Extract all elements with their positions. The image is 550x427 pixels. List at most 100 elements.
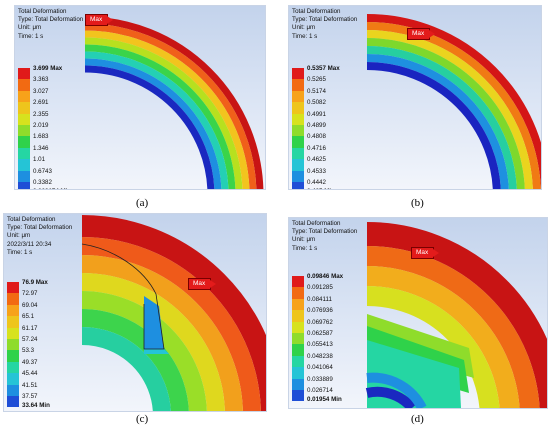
result-type: Type: Total Deformation xyxy=(292,16,358,24)
legend-label: 69.04 xyxy=(22,301,38,309)
legend-label: 57.24 xyxy=(22,335,38,343)
legend-label: 0.055413 xyxy=(307,341,333,349)
legend-label: 37.57 xyxy=(22,392,38,400)
legend-label: 49.37 xyxy=(22,358,38,366)
legend-swatch xyxy=(18,181,30,189)
legend-label: 1.683 xyxy=(33,133,49,141)
legend-label: 1.01 xyxy=(33,156,46,164)
caption-d: (d) xyxy=(411,413,424,425)
info-header-a: Total Deformation Type: Total Deformatio… xyxy=(18,8,83,41)
legend-label: 41.51 xyxy=(22,381,38,389)
result-time: Time: 1 s xyxy=(292,32,318,40)
legend-swatch xyxy=(292,102,304,114)
legend-label: 72.97 xyxy=(22,290,38,298)
legend-swatch xyxy=(18,159,30,171)
legend-swatch xyxy=(292,90,304,103)
legend-swatch xyxy=(7,395,19,408)
legend-label: 65.1 xyxy=(22,313,35,321)
result-title: Total Deformation xyxy=(18,8,67,15)
legend-swatch xyxy=(292,389,304,402)
legend-label: 0.4533 xyxy=(307,167,326,175)
legend-label: 0.084111 xyxy=(307,295,332,303)
result-unit: Unit: μm xyxy=(292,24,316,32)
legend-label: 0.076936 xyxy=(307,307,333,315)
result-date: 2022/3/11 20:34 xyxy=(7,240,52,248)
panel-a: Total Deformation Type: Total Deformatio… xyxy=(14,5,266,190)
legend-swatch xyxy=(292,332,304,345)
legend-swatch xyxy=(18,147,30,160)
legend-label: 33.64 Min xyxy=(22,401,50,409)
info-header-c: Total Deformation Type: Total Deformatio… xyxy=(7,216,72,257)
legend-swatch xyxy=(18,124,30,137)
legend-swatch xyxy=(292,355,304,368)
legend-label: 0.01954 Min xyxy=(307,395,342,403)
legend-swatch xyxy=(18,113,30,125)
legend-label: 0.4625 xyxy=(307,156,326,164)
legend-swatch xyxy=(18,170,30,182)
deformation-plot-d xyxy=(365,222,547,408)
legend-swatch xyxy=(292,170,304,182)
legend-swatch xyxy=(18,68,30,80)
legend-swatch xyxy=(7,282,19,294)
legend-swatch xyxy=(292,181,304,189)
legend-swatch xyxy=(18,90,30,103)
legend-label: 0.4991 xyxy=(307,110,326,118)
legend-swatch xyxy=(292,321,304,333)
legend-label: 0.5174 xyxy=(307,87,326,95)
result-unit: Unit: μm xyxy=(7,232,31,240)
result-title: Total Deformation xyxy=(292,220,341,227)
legend-label: 3.027 xyxy=(33,87,49,95)
legend-label: 0.3382 xyxy=(33,178,52,186)
deformation-plot-c xyxy=(81,215,266,411)
inner-low-edge xyxy=(144,349,169,354)
deformation-plot-b xyxy=(366,14,541,189)
legend-label: 61.17 xyxy=(22,324,38,332)
legend-swatch xyxy=(7,373,19,385)
legend-swatch xyxy=(292,68,304,80)
max-probe-label: Max xyxy=(407,28,436,40)
legend-swatch xyxy=(7,327,19,339)
legend-swatch xyxy=(292,367,304,379)
legend-label: 0.069762 xyxy=(307,318,333,326)
outer-bands-c xyxy=(81,215,266,411)
legend-label: 0.5265 xyxy=(307,76,326,84)
legend-label: 0.002174 Min xyxy=(33,188,71,189)
caption-a: (a) xyxy=(136,197,149,209)
result-type: Type: Total Deformation xyxy=(7,224,73,232)
ring-bands-b xyxy=(366,14,541,189)
result-unit: Unit: μm xyxy=(18,24,42,32)
legend-label: 0.4442 xyxy=(307,178,326,186)
result-title: Total Deformation xyxy=(292,8,341,15)
legend-label: 0.4899 xyxy=(307,121,326,129)
legend-swatch xyxy=(292,113,304,125)
inner-ring-d xyxy=(365,386,416,408)
deformation-plot-a xyxy=(84,16,264,189)
legend-label: 0.5082 xyxy=(307,99,326,107)
legend-swatch xyxy=(7,338,19,351)
legend-swatch xyxy=(292,147,304,160)
legend-label: 0.435 Min xyxy=(307,188,335,189)
legend-swatch xyxy=(18,136,30,148)
result-type: Type: Total Deformation xyxy=(18,16,84,24)
result-unit: Unit: μm xyxy=(292,236,316,244)
legend-label: 0.026714 xyxy=(307,386,333,394)
legend-label: 76.9 Max xyxy=(22,279,48,286)
legend-label: 0.041064 xyxy=(307,364,333,372)
legend-swatch xyxy=(292,159,304,171)
legend-swatch xyxy=(292,287,304,299)
outer-bands-d xyxy=(366,222,547,408)
inner-low-region xyxy=(144,296,164,349)
legend-swatch xyxy=(292,344,304,356)
legend-swatch xyxy=(292,276,304,288)
legend-swatch xyxy=(7,293,19,305)
legend-swatch xyxy=(292,298,304,311)
legend-swatch xyxy=(7,384,19,396)
legend-swatch xyxy=(292,124,304,137)
inner-ring-d2 xyxy=(366,372,427,408)
legend-label: 0.062587 xyxy=(307,329,333,337)
caption-c: (c) xyxy=(136,413,149,425)
max-probe-label: Max xyxy=(188,278,217,290)
result-time: Time: 1 s xyxy=(292,244,318,252)
panel-b: Total Deformation Type: Total Deformatio… xyxy=(288,5,542,190)
panel-c: Total Deformation Type: Total Deformatio… xyxy=(3,213,267,412)
